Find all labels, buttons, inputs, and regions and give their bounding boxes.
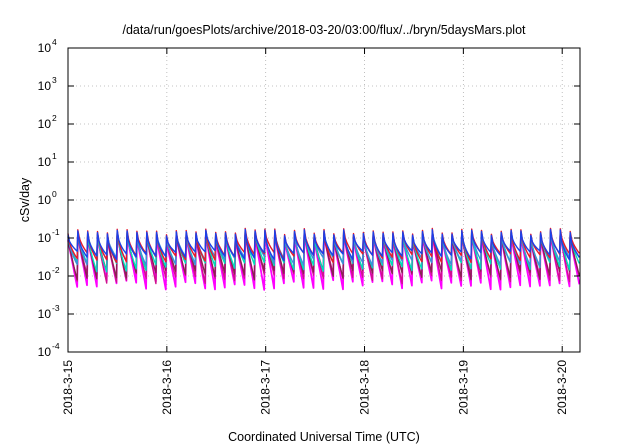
y-tick-label: 10 bbox=[38, 193, 52, 207]
chart-title: /data/run/goesPlots/archive/2018-03-20/0… bbox=[122, 23, 526, 37]
y-tick-exponent: 3 bbox=[52, 75, 57, 85]
grid bbox=[68, 48, 580, 352]
series-line bbox=[67, 228, 580, 262]
series-group bbox=[67, 227, 581, 291]
y-tick-label: 10 bbox=[38, 155, 52, 169]
y-tick-label: 10 bbox=[38, 269, 52, 283]
x-tick-label: 2018-3-19 bbox=[456, 360, 470, 415]
y-axis-label: cSv/day bbox=[18, 177, 32, 222]
y-tick-exponent: 1 bbox=[52, 151, 57, 161]
x-axis-label: Coordinated Universal Time (UTC) bbox=[228, 430, 420, 444]
y-tick-label: 10 bbox=[38, 231, 52, 245]
x-tick-label: 2018-3-18 bbox=[358, 360, 372, 415]
y-tick-label: 10 bbox=[38, 41, 52, 55]
x-tick-label: 2018-3-15 bbox=[61, 360, 75, 415]
x-tick-label: 2018-3-20 bbox=[555, 360, 569, 415]
y-tick-label: 10 bbox=[38, 307, 52, 321]
y-tick-label: 10 bbox=[38, 345, 52, 359]
y-tick-exponent: -3 bbox=[52, 303, 60, 313]
x-axis: 2018-3-15 2018-3-16 2018-3-17 2018-3-18 2018… bbox=[61, 48, 569, 415]
y-tick-label: 10 bbox=[38, 79, 52, 93]
y-tick-label: 10 bbox=[38, 117, 52, 131]
y-tick-exponent: 4 bbox=[52, 37, 57, 47]
y-tick-exponent: 2 bbox=[52, 113, 57, 123]
x-tick-label: 2018-3-16 bbox=[160, 360, 174, 415]
y-tick-exponent: 0 bbox=[52, 189, 57, 199]
y-tick-exponent: -4 bbox=[52, 341, 60, 351]
x-tick-label: 2018-3-17 bbox=[259, 360, 273, 415]
y-tick-exponent: -1 bbox=[52, 227, 60, 237]
y-tick-exponent: -2 bbox=[52, 265, 60, 275]
